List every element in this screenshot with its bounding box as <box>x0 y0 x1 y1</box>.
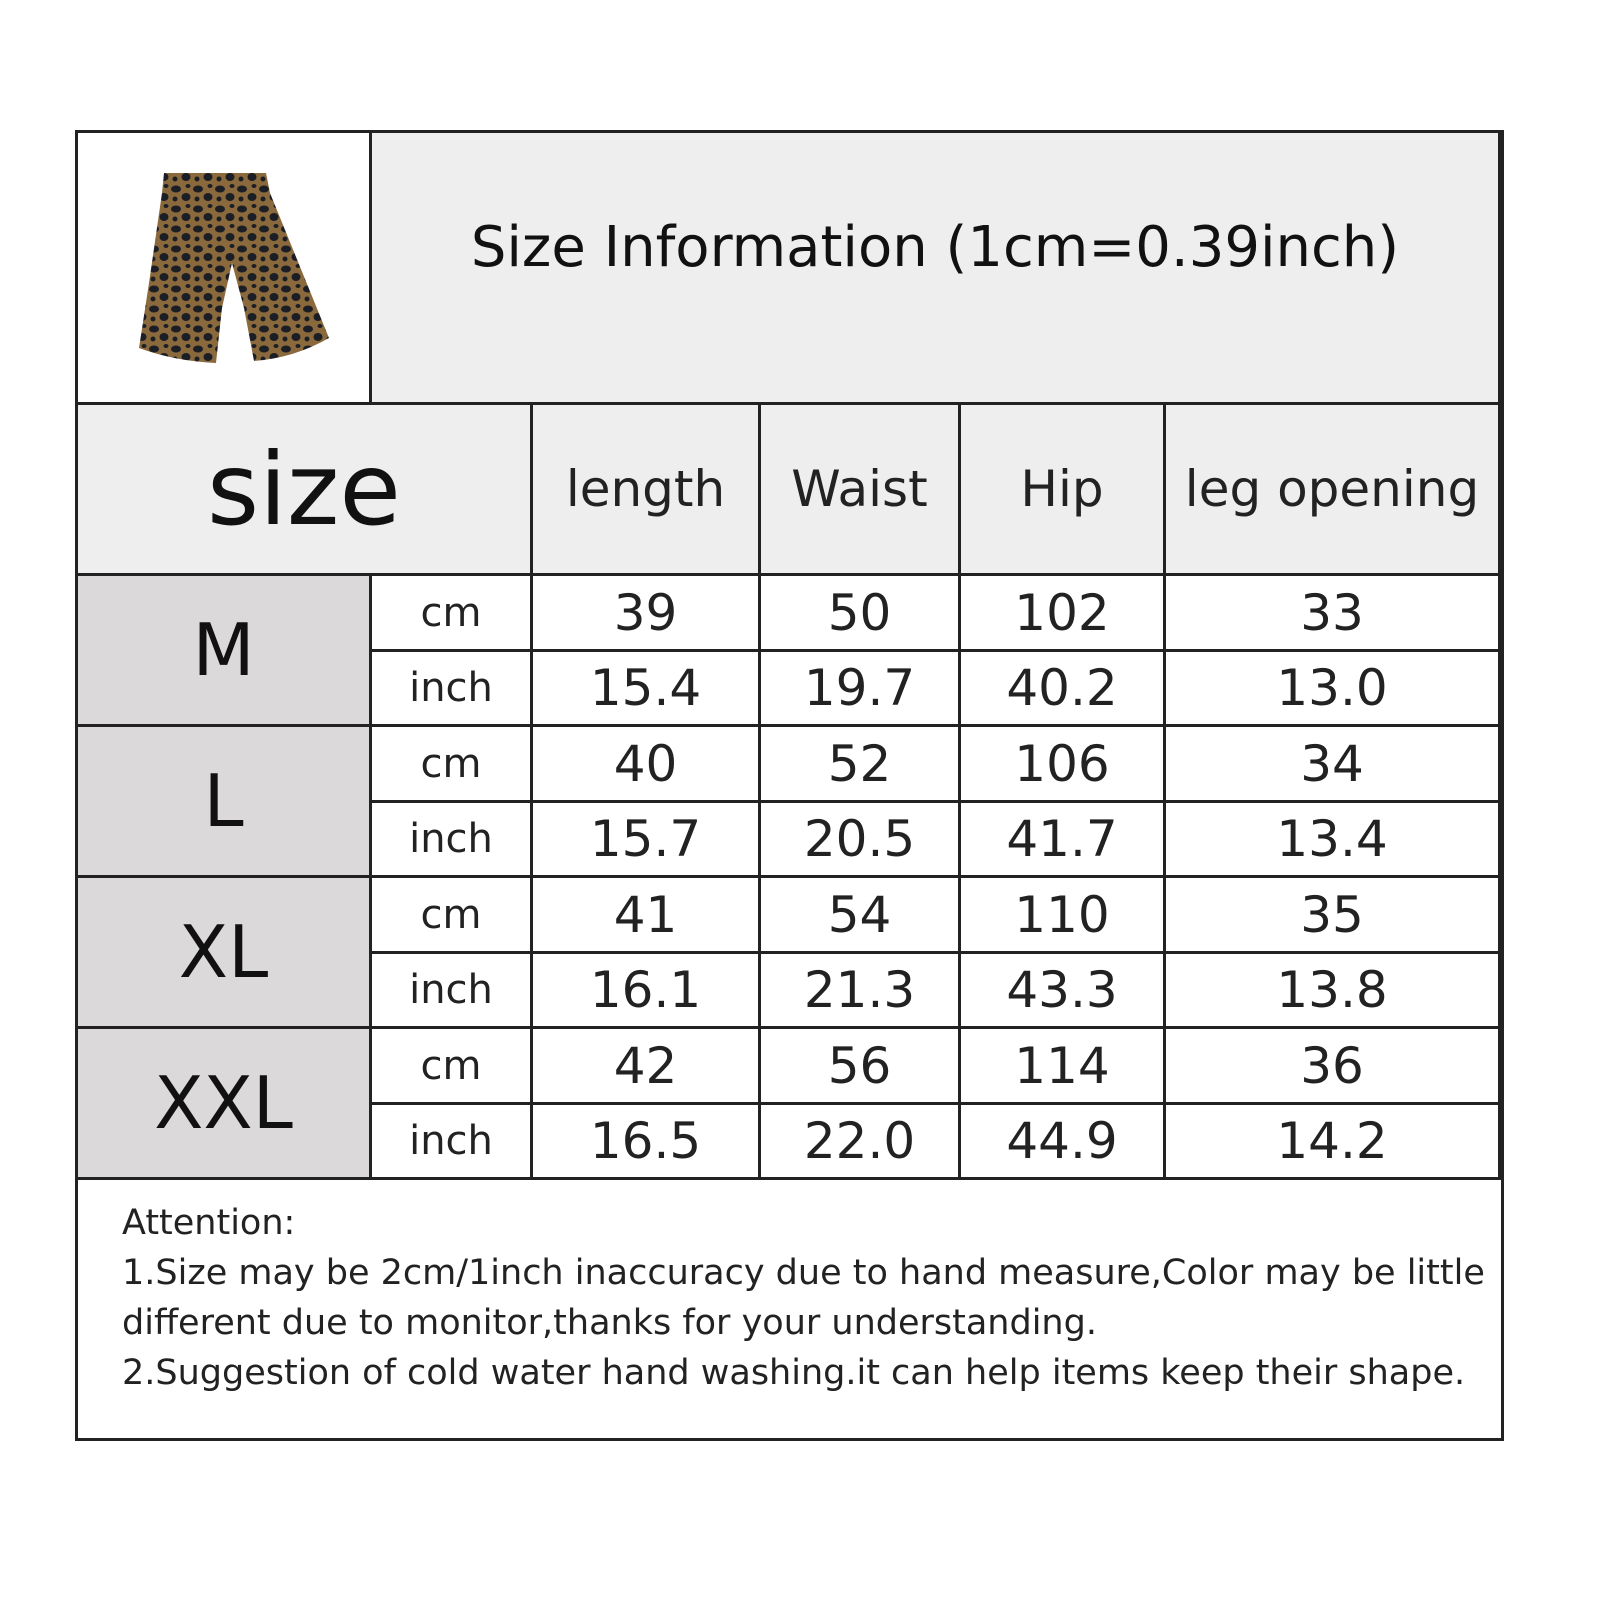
table-cell: 13.0 <box>1166 652 1501 727</box>
unit-inch: inch <box>372 1105 533 1180</box>
product-image-cell <box>78 133 372 405</box>
table-cell: 36 <box>1166 1029 1501 1105</box>
table-cell: 110 <box>961 878 1166 954</box>
table-cell: 21.3 <box>761 954 961 1029</box>
unit-cm: cm <box>372 1029 533 1105</box>
table-cell: 106 <box>961 727 1166 803</box>
table-cell: 13.4 <box>1166 803 1501 878</box>
leopard-shorts-image <box>138 172 329 363</box>
unit-cm: cm <box>372 878 533 954</box>
size-label-XL: XL <box>78 878 372 1029</box>
table-cell: 35 <box>1166 878 1501 954</box>
table-cell: 50 <box>761 576 961 652</box>
title-cell: Size Information (1cm=0.39inch) <box>372 133 1501 405</box>
table-cell: 33 <box>1166 576 1501 652</box>
attention-notes: Attention: 1.Size may be 2cm/1inch inacc… <box>78 1180 1501 1438</box>
table-cell: 22.0 <box>761 1105 961 1180</box>
table-cell: 39 <box>533 576 761 652</box>
table-cell: 34 <box>1166 727 1501 803</box>
unit-cm: cm <box>372 576 533 652</box>
table-cell: 52 <box>761 727 961 803</box>
header-waist: Waist <box>761 405 961 576</box>
table-cell: 56 <box>761 1029 961 1105</box>
size-label-M: M <box>78 576 372 727</box>
table-cell: 16.5 <box>533 1105 761 1180</box>
unit-inch: inch <box>372 803 533 878</box>
header-leg-opening: leg opening <box>1166 405 1501 576</box>
table-cell: 13.8 <box>1166 954 1501 1029</box>
table-cell: 114 <box>961 1029 1166 1105</box>
table-cell: 20.5 <box>761 803 961 878</box>
table-cell: 102 <box>961 576 1166 652</box>
header-size: size <box>78 405 533 576</box>
table-cell: 40.2 <box>961 652 1166 727</box>
unit-inch: inch <box>372 954 533 1029</box>
size-label-XXL: XXL <box>78 1029 372 1180</box>
header-length: length <box>533 405 761 576</box>
attention-line-1: 1.Size may be 2cm/1inch inaccuracy due t… <box>122 1253 1485 1343</box>
header-hip: Hip <box>961 405 1166 576</box>
table-cell: 41 <box>533 878 761 954</box>
unit-cm: cm <box>372 727 533 803</box>
unit-inch: inch <box>372 652 533 727</box>
table-cell: 16.1 <box>533 954 761 1029</box>
size-label-L: L <box>78 727 372 878</box>
size-chart <box>75 130 1504 1441</box>
table-cell: 14.2 <box>1166 1105 1501 1180</box>
table-cell: 15.4 <box>533 652 761 727</box>
table-cell: 15.7 <box>533 803 761 878</box>
table-cell: 41.7 <box>961 803 1166 878</box>
table-cell: 54 <box>761 878 961 954</box>
page-title: Size Information (1cm=0.39inch) <box>470 215 1400 280</box>
table-cell: 40 <box>533 727 761 803</box>
table-cell: 19.7 <box>761 652 961 727</box>
table-cell: 44.9 <box>961 1105 1166 1180</box>
table-cell: 43.3 <box>961 954 1166 1029</box>
attention-line-2: 2.Suggestion of cold water hand washing.… <box>122 1353 1466 1393</box>
table-cell: 42 <box>533 1029 761 1105</box>
attention-heading: Attention: <box>122 1203 296 1243</box>
